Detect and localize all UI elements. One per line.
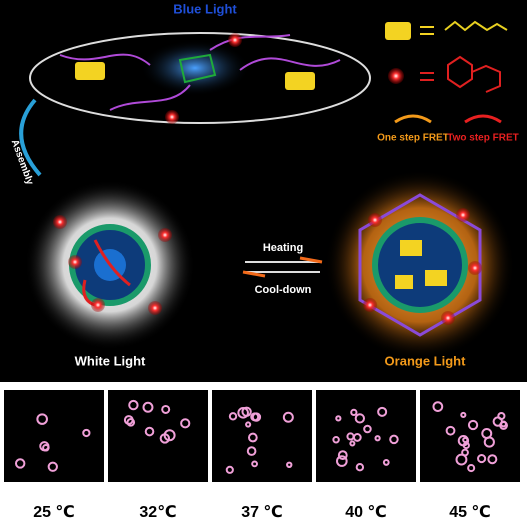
donor bbox=[285, 72, 315, 90]
particle bbox=[47, 461, 58, 472]
assembly-arrow bbox=[19, 98, 42, 177]
particle bbox=[39, 441, 50, 452]
acceptor bbox=[91, 298, 105, 312]
particle bbox=[382, 459, 390, 466]
particle bbox=[228, 412, 238, 421]
acceptor bbox=[456, 208, 470, 222]
particle bbox=[159, 433, 171, 444]
particle bbox=[14, 458, 26, 469]
particle bbox=[332, 436, 340, 444]
micrograph bbox=[420, 390, 520, 482]
particle bbox=[282, 411, 294, 423]
particle bbox=[247, 432, 258, 443]
particle bbox=[346, 432, 355, 441]
particle bbox=[445, 425, 456, 436]
particle bbox=[477, 454, 487, 464]
donor bbox=[395, 275, 413, 289]
particle bbox=[487, 454, 498, 465]
donor bbox=[425, 270, 447, 286]
acceptor bbox=[368, 213, 382, 227]
particle bbox=[36, 413, 48, 425]
particle bbox=[432, 401, 444, 412]
particle bbox=[467, 464, 476, 473]
particle bbox=[349, 440, 356, 447]
two-step-arrow bbox=[464, 114, 502, 124]
acceptor bbox=[468, 261, 482, 275]
particle bbox=[467, 419, 479, 431]
particle bbox=[180, 418, 191, 429]
acceptor bbox=[148, 301, 162, 315]
donor bbox=[400, 240, 422, 256]
two-step-label: Two step FRET bbox=[447, 133, 518, 144]
acceptor bbox=[165, 110, 179, 124]
orange-light-label: Orange Light bbox=[385, 353, 467, 368]
heating-label: Heating bbox=[263, 242, 303, 254]
particle bbox=[245, 421, 252, 428]
acceptor bbox=[53, 215, 67, 229]
white-light-label: White Light bbox=[75, 353, 146, 368]
micrograph-panels: 25 ℃ 32℃ 37 ℃ 40 ℃ 45 ℃ bbox=[4, 390, 520, 521]
particle bbox=[350, 408, 358, 417]
acceptor bbox=[363, 298, 377, 312]
particle bbox=[354, 413, 366, 424]
cooldown-label: Cool-down bbox=[255, 284, 312, 296]
equals bbox=[420, 72, 434, 81]
particle bbox=[337, 450, 348, 461]
particle bbox=[286, 461, 293, 469]
particle bbox=[241, 406, 252, 417]
particle bbox=[126, 418, 136, 427]
heating-arrowhead bbox=[299, 256, 323, 264]
donor-legend bbox=[385, 22, 411, 40]
particle bbox=[455, 453, 468, 466]
particle bbox=[460, 411, 467, 419]
temperature-label: 37 ℃ bbox=[241, 504, 283, 521]
particle bbox=[82, 428, 91, 438]
particle bbox=[457, 435, 470, 447]
particle bbox=[377, 406, 388, 417]
particle bbox=[246, 446, 257, 456]
particle bbox=[251, 460, 259, 468]
polymer-chains bbox=[59, 34, 341, 111]
particle bbox=[144, 426, 155, 437]
particle bbox=[481, 427, 493, 439]
temperature-label: 40 ℃ bbox=[345, 504, 387, 521]
donor bbox=[75, 62, 105, 80]
particle bbox=[355, 463, 365, 472]
cooldown-arrowhead bbox=[242, 270, 266, 278]
temperature-label: 25 ℃ bbox=[33, 504, 75, 521]
equals bbox=[420, 26, 434, 35]
one-step-label: One step FRET bbox=[377, 133, 449, 144]
blue-glow bbox=[140, 40, 250, 96]
acceptor bbox=[441, 311, 455, 325]
particle bbox=[336, 455, 348, 467]
acceptor bbox=[228, 33, 242, 47]
particle bbox=[374, 435, 381, 442]
acceptor bbox=[158, 228, 172, 242]
acceptor-legend bbox=[388, 68, 404, 84]
particle bbox=[492, 416, 503, 427]
particle bbox=[142, 401, 154, 413]
particle bbox=[225, 465, 234, 474]
donor-structure bbox=[444, 20, 508, 32]
particle bbox=[335, 415, 342, 422]
core bbox=[178, 53, 217, 84]
blue-light-label: Blue Light bbox=[173, 1, 237, 16]
particle bbox=[251, 412, 262, 422]
orange-core bbox=[372, 217, 468, 313]
particle bbox=[161, 404, 171, 414]
orange-network bbox=[358, 193, 482, 337]
acceptor-structure bbox=[447, 55, 501, 93]
micrograph bbox=[316, 390, 416, 482]
particle bbox=[363, 424, 372, 434]
particle bbox=[389, 434, 399, 445]
one-step-arrow bbox=[394, 114, 432, 124]
micrograph bbox=[108, 390, 208, 482]
particle bbox=[128, 399, 139, 411]
micelle-ellipse bbox=[29, 32, 371, 124]
temperature-label: 45 ℃ bbox=[449, 504, 491, 521]
temperature-label: 32℃ bbox=[139, 504, 176, 521]
acceptor bbox=[68, 255, 82, 269]
